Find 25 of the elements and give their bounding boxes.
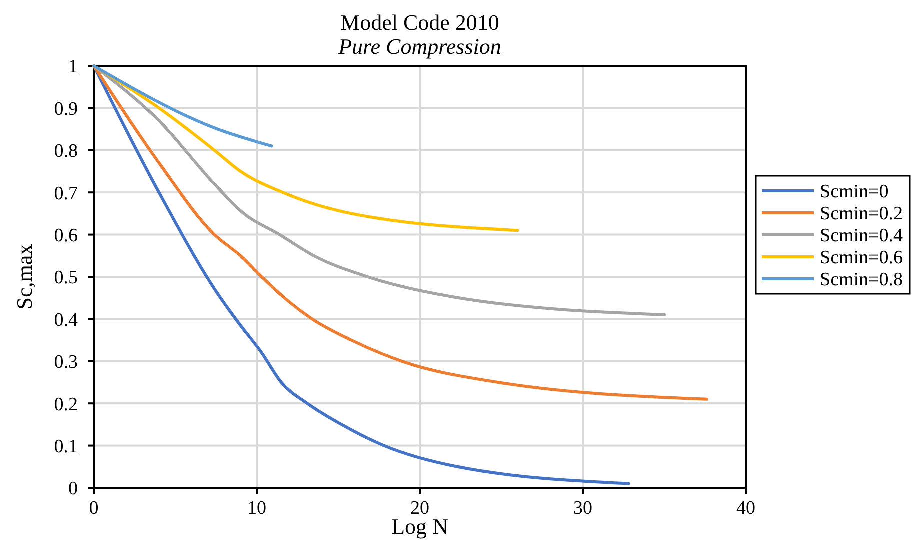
y-tick-label: 0.1 [54, 436, 78, 458]
x-tick-label: 10 [248, 498, 266, 519]
y-tick-label: 1 [68, 56, 78, 78]
y-tick-label: 0.8 [54, 141, 78, 162]
x-tick-label: 0 [89, 498, 99, 519]
chart-title: Model Code 2010 [340, 10, 500, 35]
legend-label: Scmin=0.2 [820, 204, 904, 225]
legend-label: Scmin=0.4 [820, 226, 904, 247]
x-tick-label: 30 [574, 498, 592, 519]
y-axis-title: Sc,max [12, 244, 37, 310]
legend-label: Scmin=0.6 [820, 248, 904, 269]
legend-label: Scmin=0 [820, 182, 889, 203]
line-series [92, 64, 630, 486]
y-tick-label: 0 [68, 478, 78, 500]
x-tick-label: 40 [736, 498, 756, 519]
line-series [92, 64, 708, 401]
y-tick-label: 0.9 [54, 98, 78, 120]
y-tick-label: 0.3 [54, 352, 78, 374]
y-tick-label: 0.7 [54, 183, 78, 204]
y-tick-label: 0.4 [54, 310, 78, 331]
legend-label: Scmin=0.8 [820, 270, 904, 291]
y-tick-label: 0.6 [54, 225, 78, 246]
chart-subtitle: Pure Compression [338, 34, 502, 59]
y-tick-label: 0.2 [54, 394, 78, 416]
y-tick-label: 0.5 [54, 268, 78, 289]
